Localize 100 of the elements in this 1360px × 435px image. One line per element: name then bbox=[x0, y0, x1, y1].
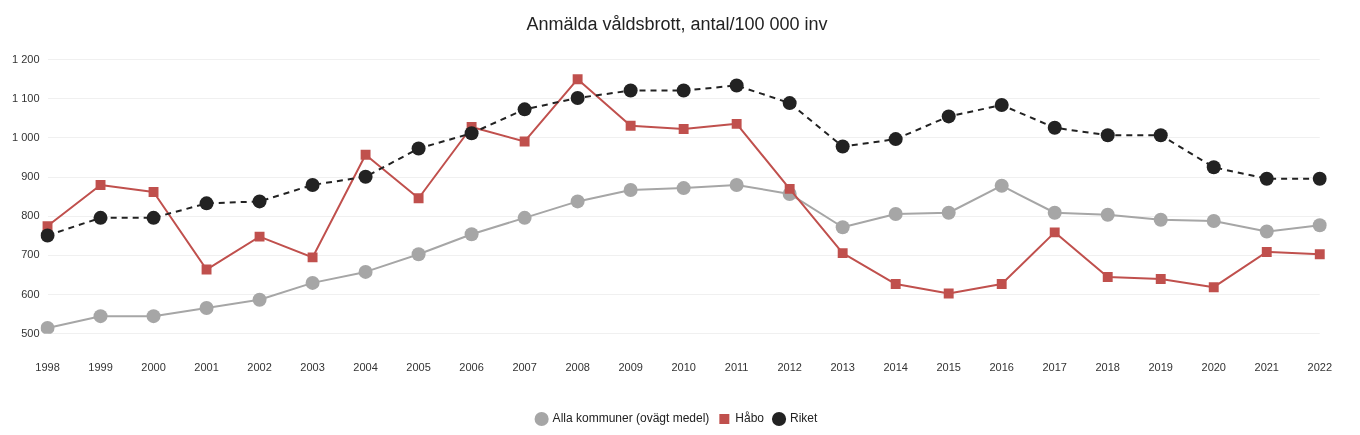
point bbox=[678, 123, 689, 134]
point bbox=[40, 320, 55, 334]
point bbox=[1155, 274, 1166, 284]
point bbox=[888, 132, 903, 147]
point bbox=[1153, 128, 1168, 143]
point bbox=[835, 220, 850, 235]
x-tick-label: 2022 bbox=[1307, 361, 1333, 374]
point bbox=[996, 279, 1007, 289]
point bbox=[148, 187, 159, 197]
point bbox=[729, 177, 744, 192]
y-tick-label: 500 bbox=[21, 326, 40, 339]
point bbox=[517, 102, 532, 117]
point bbox=[782, 96, 797, 111]
point bbox=[837, 248, 848, 259]
x-tick-label: 2011 bbox=[724, 361, 749, 374]
x-tick-label: 2015 bbox=[936, 361, 961, 374]
point bbox=[146, 210, 161, 225]
point bbox=[941, 205, 956, 220]
x-tick-label: 2002 bbox=[247, 361, 272, 374]
point bbox=[1208, 282, 1219, 293]
x-tick-label: 2014 bbox=[883, 361, 908, 374]
point bbox=[943, 288, 954, 299]
point bbox=[994, 98, 1009, 113]
x-tick-label: 2001 bbox=[194, 361, 219, 374]
point bbox=[1206, 160, 1221, 175]
chart-title: Anmälda våldsbrott, antal/100 000 inv bbox=[526, 13, 828, 34]
y-tick-label: 700 bbox=[21, 248, 40, 261]
point bbox=[411, 141, 426, 156]
point bbox=[623, 183, 638, 198]
point bbox=[1312, 218, 1327, 233]
point bbox=[146, 309, 161, 324]
x-tick-label: 2019 bbox=[1148, 361, 1173, 374]
point bbox=[1100, 128, 1115, 143]
point bbox=[307, 252, 318, 263]
point bbox=[413, 193, 424, 204]
x-tick-label: 2018 bbox=[1095, 361, 1120, 374]
x-tick-label: 2012 bbox=[777, 361, 802, 374]
x-tick-label: 2013 bbox=[830, 361, 855, 374]
x-tick-label: 2009 bbox=[618, 361, 643, 374]
y-tick-label: 800 bbox=[21, 209, 40, 222]
point bbox=[254, 231, 265, 242]
point bbox=[676, 83, 691, 98]
point bbox=[835, 139, 850, 154]
x-tick-label: 2017 bbox=[1042, 361, 1067, 374]
point bbox=[199, 196, 214, 211]
point bbox=[360, 149, 371, 160]
point bbox=[623, 83, 638, 98]
point bbox=[358, 169, 373, 184]
x-tick-label: 2008 bbox=[565, 361, 590, 374]
x-tick-label: 2021 bbox=[1254, 361, 1279, 374]
point bbox=[201, 264, 212, 275]
x-tick-label: 2016 bbox=[989, 361, 1014, 374]
y-tick-label: 1 200 bbox=[12, 52, 40, 65]
point bbox=[199, 300, 214, 315]
x-tick-label: 2005 bbox=[406, 361, 431, 374]
x-tick-label: 2004 bbox=[353, 361, 378, 374]
point bbox=[519, 136, 530, 147]
point bbox=[572, 74, 583, 85]
point bbox=[1153, 212, 1168, 227]
point bbox=[1047, 205, 1062, 220]
point bbox=[1314, 249, 1325, 260]
x-tick-label: 2000 bbox=[141, 361, 166, 374]
point bbox=[93, 309, 108, 324]
point bbox=[676, 181, 691, 196]
y-tick-label: 1 100 bbox=[12, 91, 40, 104]
point bbox=[570, 90, 585, 105]
point bbox=[1047, 120, 1062, 135]
point bbox=[941, 109, 956, 124]
point bbox=[1049, 227, 1060, 238]
x-tick-label: 2020 bbox=[1201, 361, 1226, 374]
point bbox=[888, 206, 903, 221]
point bbox=[464, 126, 479, 141]
point bbox=[784, 183, 795, 194]
point bbox=[93, 210, 108, 225]
legend-label: Riket bbox=[790, 411, 819, 426]
point bbox=[1259, 171, 1274, 186]
y-tick-label: 1 000 bbox=[12, 130, 40, 143]
point bbox=[305, 275, 320, 290]
point bbox=[464, 227, 479, 242]
point bbox=[890, 279, 901, 289]
x-tick-label: 2006 bbox=[459, 361, 484, 374]
point bbox=[1102, 272, 1113, 282]
point bbox=[305, 177, 320, 192]
point bbox=[625, 120, 636, 131]
point bbox=[517, 210, 532, 225]
y-tick-label: 900 bbox=[21, 170, 40, 183]
x-tick-label: 2010 bbox=[671, 361, 696, 374]
point bbox=[731, 118, 742, 129]
point bbox=[1261, 246, 1272, 257]
x-tick-label: 2003 bbox=[300, 361, 325, 374]
point bbox=[1100, 207, 1115, 222]
point bbox=[1312, 171, 1327, 186]
point bbox=[252, 292, 267, 307]
point bbox=[252, 194, 267, 209]
x-tick-label: 1998 bbox=[35, 361, 60, 374]
point bbox=[40, 228, 55, 243]
x-tick-label: 1999 bbox=[88, 361, 113, 374]
y-tick-label: 600 bbox=[21, 287, 40, 300]
point bbox=[1206, 213, 1221, 228]
point bbox=[95, 180, 106, 190]
